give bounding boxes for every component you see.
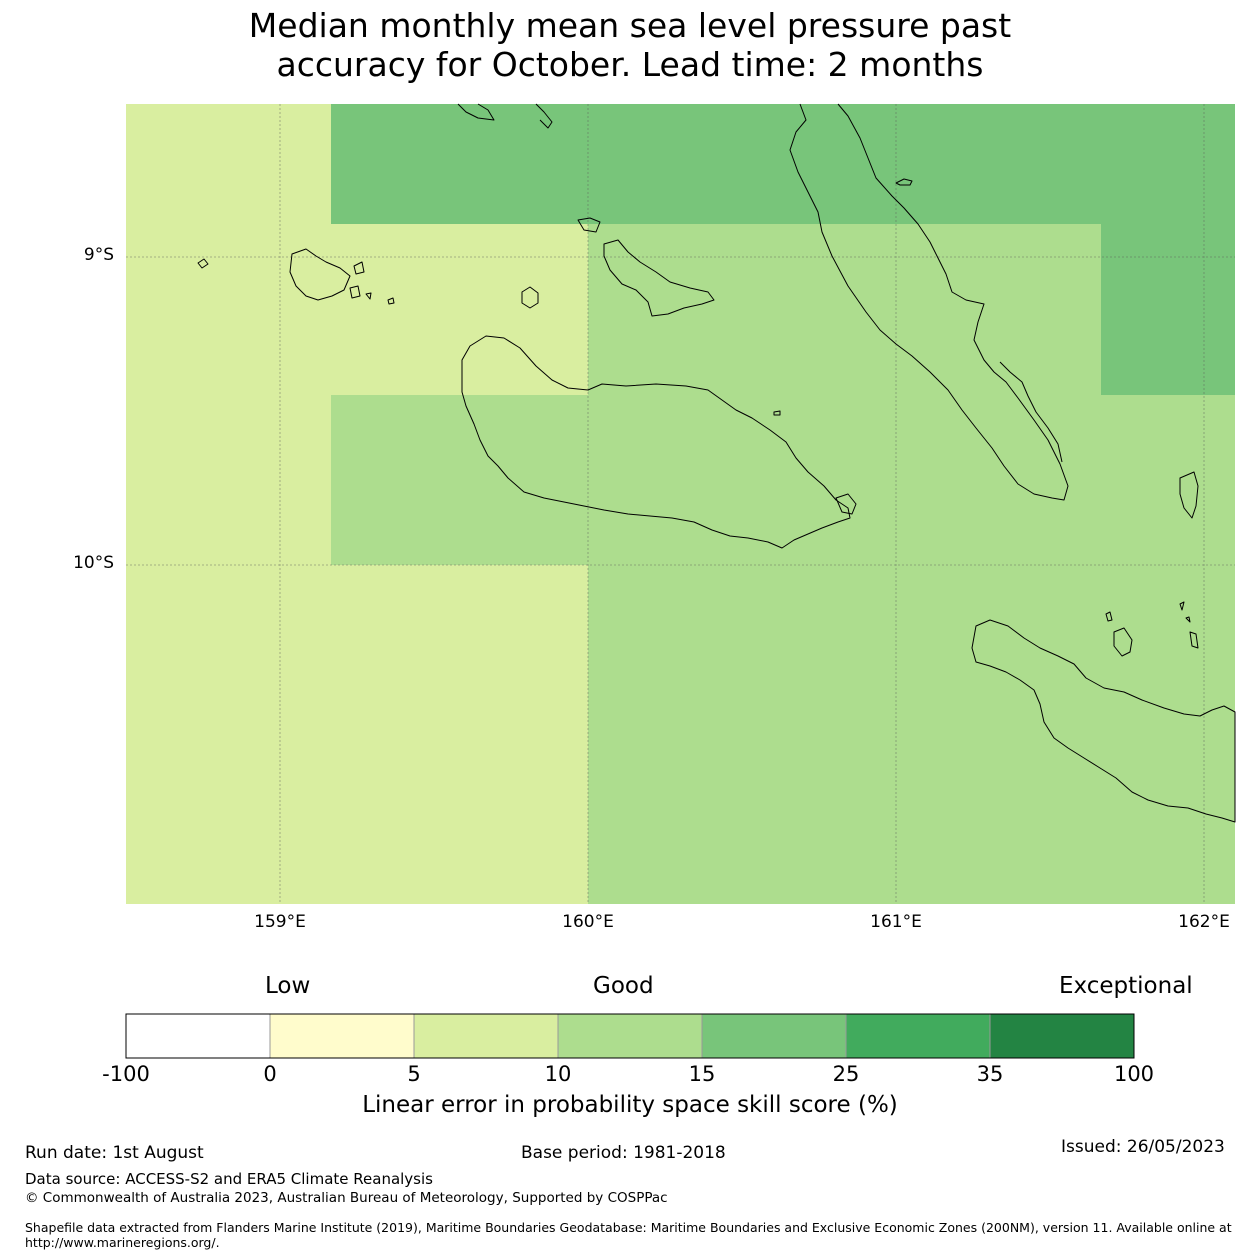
coast-islet-n1 (895, 178, 913, 186)
colorbar-category-low: Low (265, 973, 311, 999)
colorbar-tick-5: 5 (407, 1062, 421, 1086)
lon-tick-162e: 162°E (1178, 912, 1230, 932)
coast-russell-islet-1 (353, 261, 365, 275)
coast-islet-e3 (1189, 631, 1199, 649)
lon-tick-161e: 161°E (870, 912, 922, 932)
colorbar-tick-35: 35 (976, 1062, 1004, 1086)
skill-cell-north-central (331, 104, 1235, 224)
title-line-2: accuracy for October. Lead time: 2 month… (276, 45, 984, 84)
copyright: © Commonwealth of Australia 2023, Austra… (25, 1190, 668, 1206)
skill-cell-central-upper (588, 224, 1101, 395)
coast-ulawa (1179, 471, 1199, 519)
colorbar-category-good: Good (593, 973, 654, 999)
graticule (126, 104, 1235, 904)
coastlines (197, 103, 1236, 823)
coast-guadalcanal (461, 335, 851, 549)
lat-tick-10s: 10°S (73, 553, 114, 573)
run-date: Run date: 1st August (25, 1143, 204, 1163)
colorbar-swatch-25-35 (846, 1014, 990, 1058)
colorbar-swatch-10-15 (558, 1014, 702, 1058)
shapefile-credit: Shapefile data extracted from Flanders M… (25, 1220, 1245, 1250)
coast-makira (971, 619, 1236, 823)
colorbar-tick-0: 0 (263, 1062, 277, 1086)
coast-russell-islet-2 (349, 285, 361, 299)
data-source: Data source: ACCESS-S2 and ERA5 Climate … (25, 1170, 433, 1188)
coast-ngella-2 (603, 239, 715, 317)
skill-cell-central-mid (331, 395, 1235, 565)
issued-date: Issued: 26/05/2023 (1061, 1137, 1225, 1157)
colorbar-swatch-15-25 (702, 1014, 846, 1058)
coast-islet-w3 (365, 292, 372, 300)
coast-islet-w2 (387, 297, 395, 305)
base-period: Base period: 1981-2018 (521, 1143, 726, 1163)
title-line-1: Median monthly mean sea level pressure p… (248, 6, 1012, 45)
coast-islet-e1 (1105, 611, 1113, 622)
skill-cell-north-east (1101, 224, 1235, 395)
coast-russell-islands (289, 248, 351, 301)
coast-islet-e4 (1185, 616, 1191, 623)
coast-santa-isabel-east (999, 361, 1063, 463)
coast-islet-guad (835, 493, 857, 515)
colorbar-swatch-35-100 (990, 1014, 1134, 1058)
colorbar-swatch-neg100-0 (126, 1014, 270, 1058)
map-frame (126, 103, 1236, 904)
colorbar-label: Linear error in probability space skill … (362, 1092, 898, 1118)
colorbar-swatch-0-5 (270, 1014, 414, 1058)
colorbar-category-exceptional: Exceptional (1059, 973, 1193, 999)
coast-ngella (577, 217, 601, 233)
coast-ugi (1113, 627, 1133, 657)
colorbar-tick-15: 15 (688, 1062, 716, 1086)
coast-islet-e2 (1179, 601, 1185, 611)
shapefile-credit-line-2: http://www.marineregions.org/. (25, 1235, 220, 1250)
lat-tick-9s: 9°S (83, 245, 114, 265)
lon-tick-160e: 160°E (562, 912, 614, 932)
coast-islet-c (773, 410, 781, 416)
lon-tick-159e: 159°E (254, 912, 306, 932)
coast-north-islet (457, 103, 495, 121)
coast-north-islet-2 (535, 103, 553, 129)
colorbar-swatch-5-10 (414, 1014, 558, 1058)
chart-title: Median monthly mean sea level pressure p… (0, 6, 1260, 84)
colorbar-tick-25: 25 (832, 1062, 860, 1086)
colorbar-tick-100: 100 (1113, 1062, 1155, 1086)
skill-cell-south-east (588, 565, 1235, 904)
coast-savo (521, 286, 539, 309)
coast-santa-isabel (789, 103, 1069, 501)
shapefile-credit-line-1: Shapefile data extracted from Flanders M… (25, 1220, 1232, 1235)
coast-islet-w (197, 258, 209, 269)
colorbar-tick-10: 10 (544, 1062, 572, 1086)
colorbar-tick-neg100: -100 (102, 1062, 150, 1086)
colorbar-outline (125, 1013, 1135, 1059)
